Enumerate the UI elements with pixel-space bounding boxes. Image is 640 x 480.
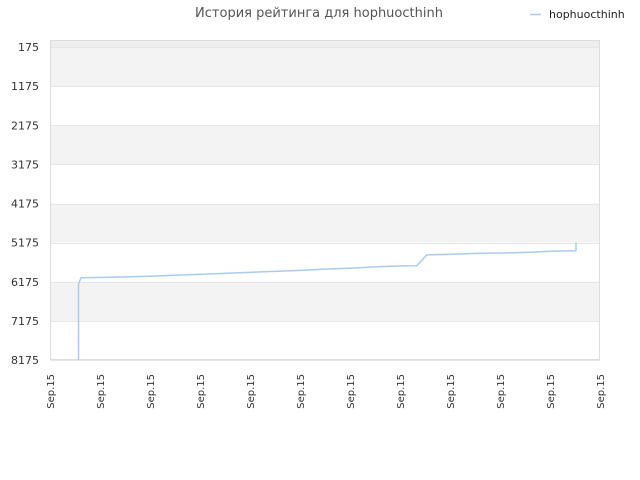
background-band — [50, 47, 600, 87]
y-tick-label: 3175 — [11, 158, 39, 171]
series-layer — [77, 242, 577, 360]
y-tick-label: 8175 — [11, 354, 39, 367]
x-tick-label: Sep.15 — [446, 374, 457, 409]
gridlines — [50, 47, 600, 361]
x-tick-label: Sep.15 — [196, 374, 207, 409]
background-band — [50, 125, 600, 165]
legend[interactable]: hophuocthinh — [530, 8, 625, 21]
x-tick-label: Sep.15 — [96, 374, 107, 409]
x-tick-label: Sep.15 — [496, 374, 507, 409]
background-bands — [50, 40, 600, 321]
legend-label: hophuocthinh — [549, 8, 625, 21]
y-tick-label: 1175 — [11, 80, 39, 93]
y-tick-label: 5175 — [11, 237, 39, 250]
x-tick-label: Sep.15 — [296, 374, 307, 409]
background-band — [50, 281, 600, 321]
x-tick-label: Sep.15 — [346, 374, 357, 409]
y-axis-ticks: 175 1175 2175 3175 4175 5175 6175 7175 8175 — [11, 41, 39, 367]
y-tick-label: 175 — [18, 41, 39, 54]
x-tick-label: Sep.15 — [46, 374, 57, 409]
y-tick-label: 6175 — [11, 276, 39, 289]
x-tick-label: Sep.15 — [546, 374, 557, 409]
x-tick-label: Sep.15 — [396, 374, 407, 409]
x-tick-label: Sep.15 — [596, 374, 607, 409]
plot-frame — [50, 40, 600, 360]
x-tick-label: Sep.15 — [146, 374, 157, 409]
y-tick-label: 2175 — [11, 119, 39, 132]
x-tick-label: Sep.15 — [246, 374, 257, 409]
series-line-hophuocthinh — [77, 242, 577, 360]
x-axis-ticks: Sep.15 Sep.15 Sep.15 Sep.15 Sep.15 Sep.15 Sep.… — [46, 374, 607, 409]
y-tick-label: 7175 — [11, 315, 39, 328]
top-band — [50, 40, 600, 47]
y-tick-label: 4175 — [11, 198, 39, 211]
background-band — [50, 203, 600, 243]
chart-title: История рейтинга для hophuocthinh — [195, 6, 443, 21]
